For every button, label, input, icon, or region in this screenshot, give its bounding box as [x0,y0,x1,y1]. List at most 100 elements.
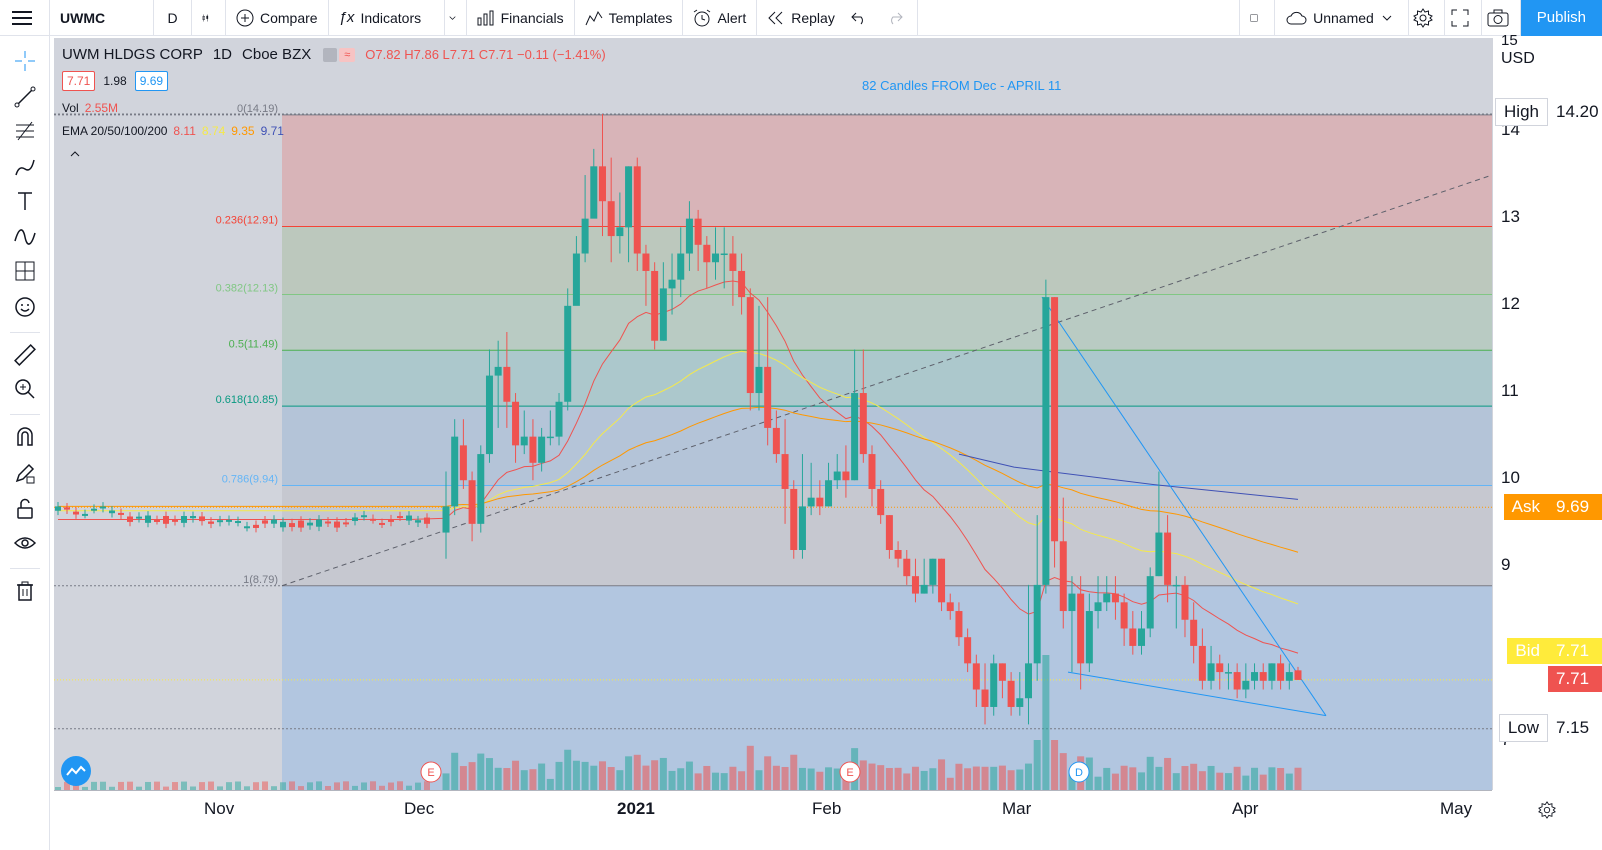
hide-tool[interactable] [9,528,41,558]
volume-bar [477,753,485,790]
alert-label: Alert [717,9,747,26]
low-label-value: 7.15 [1548,715,1602,741]
candle-body [190,516,196,519]
volume-bar [1233,766,1241,790]
replay-button[interactable]: Replay [757,0,845,36]
axis-settings-button[interactable] [1492,790,1602,830]
candle-body [755,366,763,394]
price-tick: 13 [1501,207,1520,226]
ruler-tool[interactable] [9,340,41,370]
fib-tool[interactable] [9,116,41,146]
volume-bar [1138,772,1146,790]
volume-bar [1024,763,1032,790]
financials-label: Financials [500,9,564,26]
volume-bar [772,765,780,790]
trendline-tool[interactable] [9,82,41,112]
fib-level-label: 0.786(9.94) [222,473,278,485]
indicators-dropdown[interactable] [445,0,467,36]
candle-body [903,558,911,577]
publish-button[interactable]: Publish [1520,0,1602,36]
candle-body [1268,663,1276,681]
bars-icon [477,10,494,25]
alert-button[interactable]: Alert [683,0,758,36]
candle-body [520,436,528,446]
time-axis[interactable]: Nov Dec 2021 Feb Mar Apr May [54,790,1492,830]
price-axis[interactable]: 15 USD 14 13 12 11 10 9 7 High 14.20 Ask… [1492,32,1602,790]
volume-bar [271,786,277,790]
settings-button[interactable] [1409,0,1445,36]
candle-body [685,218,693,254]
ema-legend[interactable]: EMA 20/50/100/200 8.11 8.74 9.35 9.71 [62,124,284,138]
volume-bar [1164,757,1172,790]
chart-type-button[interactable] [192,0,226,36]
candle-body [477,454,485,524]
text-annotation[interactable]: 82 Candles FROM Dec - APRIL 11 [862,78,1062,93]
symbol-interval: 1D [212,46,233,63]
interval-button[interactable]: D [154,0,192,36]
candle-body [712,253,720,263]
fullscreen-mode-button[interactable] [1239,0,1276,36]
volume-bar [1120,765,1128,790]
collapse-legend-button[interactable] [70,144,80,160]
undo-button[interactable] [845,0,879,36]
candle-body [1233,672,1241,690]
candle-body [145,515,151,523]
bid-label: Bid 7.71 [1507,638,1602,664]
volume-bar [694,773,702,790]
volume-bar [911,766,919,790]
chart-pane[interactable]: 0(14.19) 0.236(12.91) 0.382(12.13) 0.5(11.4… [54,38,1492,790]
volume-bar [816,771,824,790]
zoom-tool[interactable] [9,374,41,404]
fullscreen-button[interactable] [1445,0,1481,36]
candle-body [538,436,546,463]
templates-button[interactable]: Templates [575,0,684,36]
candle-body [459,445,467,481]
candle-body [1138,628,1146,646]
candle-body [1146,576,1154,629]
wave-icon [14,229,36,245]
eye-toggle[interactable] [323,47,338,62]
volume-bar [424,781,430,790]
remove-tool[interactable] [9,576,41,606]
chevron-down-icon [1382,15,1392,21]
candle-body [851,393,859,481]
icons-tool[interactable] [9,292,41,322]
symbol-legend[interactable]: UWM HLDGS CORP 1D Cboe BZX ≈ O7.82 H7.86… [62,46,606,63]
text-tool[interactable] [9,186,41,216]
volume-bar [1016,769,1024,790]
cloud-icon [1286,11,1307,24]
volume-bar [136,786,142,790]
volume-bar [990,766,998,790]
fib-zone [282,226,1492,295]
compare-button[interactable]: Compare [226,0,329,36]
tradingview-logo[interactable] [61,756,91,786]
indicators-button[interactable]: ƒx Indicators [329,0,445,36]
price-chart[interactable]: 0(14.19) 0.236(12.91) 0.382(12.13) 0.5(11.4… [54,38,1492,790]
layout-button[interactable]: Unnamed [1275,0,1409,36]
volume-bar [235,781,241,790]
templates-icon [585,10,603,25]
lock-tool[interactable] [9,494,41,524]
financials-button[interactable]: Financials [467,0,575,36]
volume-bar [746,745,754,790]
snapshot-button[interactable] [1480,0,1521,36]
volume-bar [590,765,598,790]
crosshair-tool[interactable] [9,46,41,76]
candle-body [271,519,277,524]
volume-bar [972,766,980,790]
brush-tool[interactable] [9,152,41,182]
volume-legend[interactable]: Vol 2.55M [62,101,118,115]
stay-drawing-tool[interactable] [9,458,41,488]
menu-button[interactable] [0,0,50,36]
pattern-tool[interactable] [9,222,41,252]
fib-level-label: 0.236(12.91) [216,214,278,226]
volume-bar [955,763,963,790]
magnet-tool[interactable] [9,422,41,452]
toolbar-divider [10,414,40,415]
currency-label: USD [1501,50,1535,67]
redo-button[interactable] [879,0,918,36]
symbol-search[interactable]: UWMC [50,0,154,36]
tv-logo-icon [66,765,86,776]
candle-body [703,244,711,263]
prediction-tool[interactable] [9,256,41,286]
